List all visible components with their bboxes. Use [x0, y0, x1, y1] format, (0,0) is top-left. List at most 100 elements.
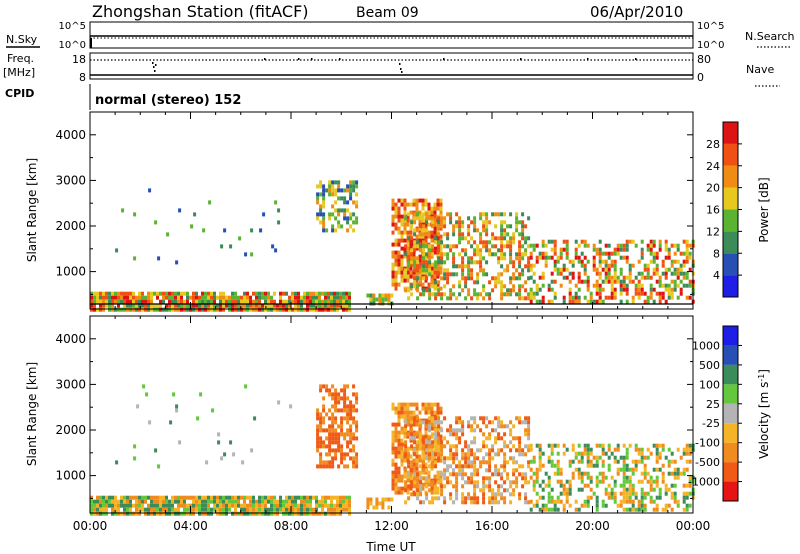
- data-cell: [491, 496, 495, 501]
- data-cell: [228, 507, 231, 512]
- data-cell: [400, 442, 404, 447]
- data-cell: [485, 460, 489, 465]
- data-cell: [120, 299, 123, 304]
- data-cell: [355, 408, 359, 413]
- data-cell: [604, 271, 608, 276]
- data-cell: [521, 464, 525, 469]
- data-cell: [467, 448, 471, 453]
- data-cell: [559, 255, 563, 260]
- data-cell: [512, 472, 516, 477]
- data-cell: [222, 495, 225, 500]
- data-cell: [428, 244, 432, 249]
- data-cell: [427, 478, 431, 483]
- data-cell: [434, 444, 438, 449]
- data-cell: [688, 447, 692, 452]
- data-cell: [494, 416, 498, 421]
- data-cell: [267, 495, 270, 500]
- data-cell: [129, 291, 132, 296]
- data-cell: [550, 287, 554, 292]
- data-cell: [473, 484, 477, 489]
- data-cell: [688, 251, 692, 256]
- data-cell: [649, 295, 653, 300]
- data-cell: [458, 232, 462, 237]
- data-cell: [439, 266, 443, 271]
- data-cell: [646, 271, 650, 276]
- data-cell: [592, 267, 596, 272]
- data-cell: [518, 292, 522, 297]
- data-cell: [400, 198, 404, 203]
- data-cell: [346, 396, 350, 401]
- data-cell: [500, 228, 504, 233]
- data-cell: [538, 507, 542, 512]
- data-cell: [524, 296, 528, 301]
- data-cell: [482, 496, 486, 501]
- data-cell: [461, 456, 465, 461]
- data-cell: [120, 499, 123, 504]
- data-cell: [416, 216, 420, 221]
- data-cell: [661, 283, 665, 288]
- data-cell: [428, 436, 432, 441]
- data-cell: [518, 288, 522, 293]
- data-cell: [434, 416, 438, 421]
- data-cell: [279, 299, 282, 304]
- data-cell: [193, 212, 197, 217]
- data-cell: [391, 402, 395, 407]
- data-cell: [102, 299, 105, 304]
- data-cell: [571, 271, 575, 276]
- data-cell: [521, 236, 525, 241]
- data-cell: [571, 471, 575, 476]
- data-cell: [138, 511, 141, 516]
- data-cell: [500, 272, 504, 277]
- data-cell: [225, 499, 228, 504]
- data-cell: [93, 307, 96, 312]
- data-cell: [595, 267, 599, 272]
- data-cell: [673, 267, 677, 272]
- data-cell: [476, 500, 480, 505]
- data-cell: [625, 283, 629, 288]
- data-cell: [439, 206, 443, 211]
- data-cell: [319, 204, 323, 209]
- data-cell: [422, 420, 426, 425]
- data-cell: [455, 264, 459, 269]
- data-cell: [306, 495, 309, 500]
- data-cell: [327, 495, 330, 500]
- data-cell: [105, 291, 108, 296]
- data-cell: [324, 503, 327, 508]
- data-cell: [613, 271, 617, 276]
- data-cell: [455, 496, 459, 501]
- data-cell: [658, 491, 662, 496]
- data-cell: [515, 224, 519, 229]
- x-tick-label: 12:00: [374, 519, 409, 533]
- station-title: Zhongshan Station (fitACF): [92, 2, 309, 21]
- data-cell: [622, 459, 626, 464]
- data-cell: [628, 279, 632, 284]
- data-cell: [476, 448, 480, 453]
- data-cell: [144, 511, 147, 516]
- data-cell: [225, 303, 228, 308]
- data-cell: [325, 188, 329, 193]
- data-cell: [518, 244, 522, 249]
- data-cell: [455, 272, 459, 277]
- data-cell: [288, 299, 291, 304]
- data-cell: [156, 507, 159, 512]
- data-cell: [297, 291, 300, 296]
- data-cell: [565, 479, 569, 484]
- data-cell: [261, 511, 264, 516]
- data-cell: [491, 472, 495, 477]
- data-cell: [577, 279, 581, 284]
- data-cell: [93, 303, 96, 308]
- data-cell: [431, 432, 435, 437]
- data-cell: [220, 456, 224, 461]
- data-cell: [494, 224, 498, 229]
- data-cell: [159, 503, 162, 508]
- data-cell: [288, 303, 291, 308]
- data-cell: [210, 295, 213, 300]
- data-cell: [177, 499, 180, 504]
- data-cell: [643, 275, 647, 280]
- data-cell: [589, 299, 593, 304]
- data-cell: [394, 430, 398, 435]
- data-cell: [403, 238, 407, 243]
- data-cell: [105, 303, 108, 308]
- data-cell: [404, 424, 408, 429]
- data-cell: [291, 495, 294, 500]
